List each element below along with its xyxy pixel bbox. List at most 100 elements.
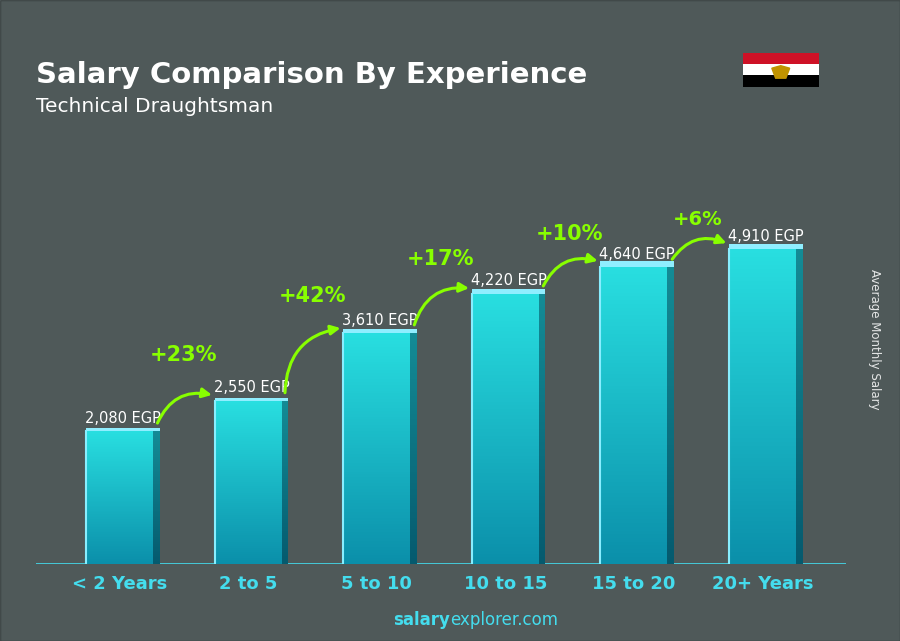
Bar — [86, 528, 153, 529]
Bar — [343, 356, 410, 359]
Bar — [729, 391, 796, 395]
Bar — [796, 387, 803, 391]
Text: Salary Comparison By Experience: Salary Comparison By Experience — [36, 62, 587, 89]
Bar — [215, 456, 282, 458]
Bar — [796, 297, 803, 301]
Bar — [410, 529, 417, 532]
Bar — [215, 483, 282, 485]
Bar — [86, 545, 153, 547]
Bar — [667, 545, 674, 549]
Bar — [796, 501, 803, 505]
Bar — [729, 415, 796, 419]
Bar — [343, 344, 410, 347]
Bar — [729, 529, 796, 533]
Bar — [796, 462, 803, 466]
Bar — [86, 539, 153, 541]
Bar — [472, 412, 539, 415]
Bar — [215, 404, 282, 407]
Bar — [796, 548, 803, 553]
Bar — [410, 463, 417, 466]
Bar — [86, 491, 153, 492]
Bar — [153, 469, 159, 470]
Bar — [539, 301, 545, 304]
Bar — [729, 501, 796, 505]
Bar — [729, 470, 796, 474]
Bar — [282, 468, 288, 470]
Bar — [153, 520, 159, 522]
Bar — [153, 534, 159, 536]
Bar — [796, 434, 803, 438]
Bar — [729, 485, 796, 489]
Bar — [410, 428, 417, 431]
Bar — [667, 419, 674, 423]
Bar — [600, 333, 667, 337]
Bar — [86, 445, 153, 447]
Bar — [282, 554, 288, 556]
Bar — [600, 453, 667, 456]
Bar — [153, 453, 159, 454]
Bar — [282, 454, 288, 456]
Bar — [215, 542, 282, 544]
Bar — [282, 533, 288, 535]
Bar — [153, 470, 159, 472]
Bar — [796, 497, 803, 501]
Bar — [600, 378, 667, 382]
Bar — [472, 362, 539, 365]
Bar — [667, 367, 674, 370]
Bar — [539, 408, 545, 412]
Bar — [153, 537, 159, 539]
Bar — [796, 285, 803, 288]
Bar — [667, 471, 674, 475]
Bar — [343, 497, 410, 501]
Bar — [282, 507, 288, 509]
Bar — [86, 534, 153, 536]
Bar — [282, 511, 288, 513]
Bar — [539, 530, 545, 534]
Bar — [472, 547, 539, 551]
Bar — [539, 554, 545, 557]
Bar — [729, 556, 796, 560]
Bar — [667, 456, 674, 460]
Bar — [282, 464, 288, 466]
Bar — [153, 444, 159, 445]
Bar — [472, 493, 539, 496]
Bar — [215, 445, 282, 447]
Bar — [215, 468, 282, 470]
Bar — [282, 503, 288, 505]
Bar — [215, 523, 282, 525]
Bar — [796, 403, 803, 407]
Bar — [472, 466, 539, 469]
Bar — [343, 489, 410, 492]
Bar — [153, 451, 159, 453]
Bar — [539, 358, 545, 362]
Bar — [667, 560, 674, 564]
Bar — [215, 490, 282, 492]
Bar — [153, 562, 159, 564]
Bar — [600, 322, 667, 326]
Bar — [667, 519, 674, 523]
Bar — [796, 328, 803, 332]
Bar — [729, 244, 803, 249]
Bar — [282, 401, 288, 403]
Bar — [343, 478, 410, 480]
Bar — [539, 506, 545, 510]
Bar — [796, 265, 803, 269]
Bar — [410, 509, 417, 512]
Bar — [282, 423, 288, 425]
Bar — [282, 411, 288, 413]
Bar — [667, 360, 674, 363]
Bar — [729, 273, 796, 277]
Bar — [282, 444, 288, 445]
Bar — [410, 373, 417, 376]
Bar — [667, 434, 674, 438]
Bar — [215, 488, 282, 490]
Bar — [667, 460, 674, 463]
Bar — [539, 388, 545, 392]
Bar — [472, 513, 539, 517]
Bar — [600, 356, 667, 360]
Bar — [153, 462, 159, 464]
Bar — [539, 341, 545, 344]
Bar — [153, 467, 159, 469]
Bar — [153, 461, 159, 462]
Bar — [539, 412, 545, 415]
